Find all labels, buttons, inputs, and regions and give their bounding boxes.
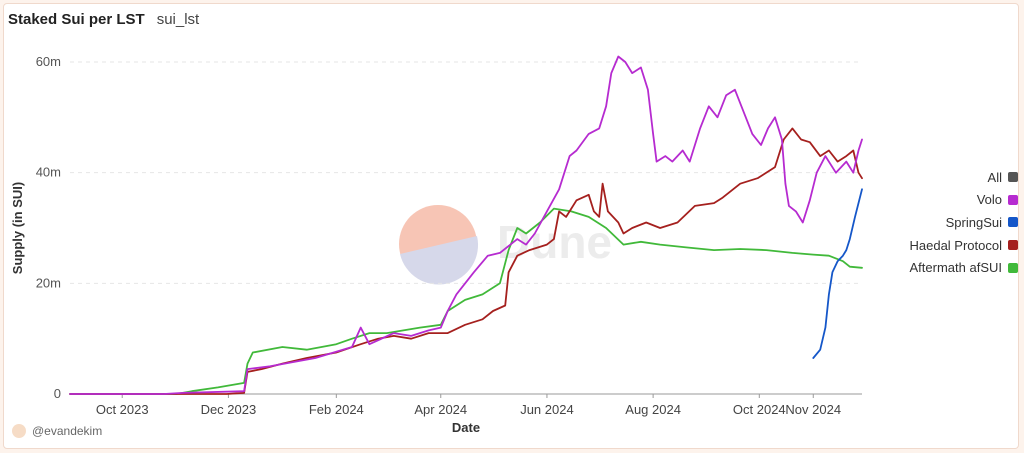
legend-label: SpringSui xyxy=(945,214,1002,230)
legend-item-all[interactable]: All xyxy=(838,166,1018,189)
legend-swatch-springsui xyxy=(1008,217,1018,228)
y-tick-label: 20m xyxy=(36,275,61,290)
legend-label: Volo xyxy=(976,192,1002,208)
x-tick-label: Apr 2024 xyxy=(414,402,467,417)
chart-title: Staked Sui per LST xyxy=(8,11,145,28)
legend-label: All xyxy=(987,169,1002,185)
series-line-volo xyxy=(69,55,863,395)
dune-watermark: Dune xyxy=(399,205,612,285)
x-tick-label: Oct 2023 xyxy=(96,402,149,417)
legend-label: Haedal Protocol xyxy=(909,237,1003,253)
legend-swatch-aftermath-afsui xyxy=(1008,262,1018,273)
legend-label: Aftermath afSUI xyxy=(909,260,1002,276)
series-line-haedal-protocol xyxy=(69,127,863,395)
x-tick-label: Jun 2024 xyxy=(520,402,574,417)
legend-swatch-volo xyxy=(1008,194,1018,205)
x-axis-title: Date xyxy=(452,420,480,435)
series-line-aftermath-afsui xyxy=(69,207,863,395)
series-line-springsui xyxy=(812,188,863,359)
chart-subtitle: sui_lst xyxy=(156,11,200,28)
legend-item-haedal-protocol[interactable]: Haedal Protocol xyxy=(838,234,1018,257)
legend-swatch-haedal-protocol xyxy=(1008,240,1018,251)
y-tick-label: 40m xyxy=(36,165,61,180)
footer: @evandekim xyxy=(12,424,102,438)
watermark-logo-bottom xyxy=(400,236,479,285)
legend-item-volo[interactable]: Volo xyxy=(838,189,1018,212)
x-tick-label: Aug 2024 xyxy=(625,402,681,417)
x-tick-label: Oct 2024 xyxy=(733,402,786,417)
legend-item-springsui[interactable]: SpringSui xyxy=(838,211,1018,234)
chart-card xyxy=(3,3,1019,449)
author-handle: @evandekim xyxy=(32,424,103,438)
chart-legend: All Volo SpringSui Haedal Protocol After… xyxy=(838,166,1018,279)
chart-header: Staked Sui per LST sui_lst xyxy=(8,11,199,28)
x-tick-label: Feb 2024 xyxy=(309,402,364,417)
y-axis-title: Supply (in SUI) xyxy=(10,182,25,274)
y-tick-label: 0 xyxy=(54,386,61,401)
author-avatar xyxy=(12,424,26,438)
x-tick-label: Dec 2023 xyxy=(201,402,257,417)
legend-item-aftermath-afsui[interactable]: Aftermath afSUI xyxy=(838,256,1018,279)
x-tick-label: Nov 2024 xyxy=(785,402,841,417)
legend-swatch-all xyxy=(1008,172,1018,183)
y-tick-label: 60m xyxy=(36,54,61,69)
